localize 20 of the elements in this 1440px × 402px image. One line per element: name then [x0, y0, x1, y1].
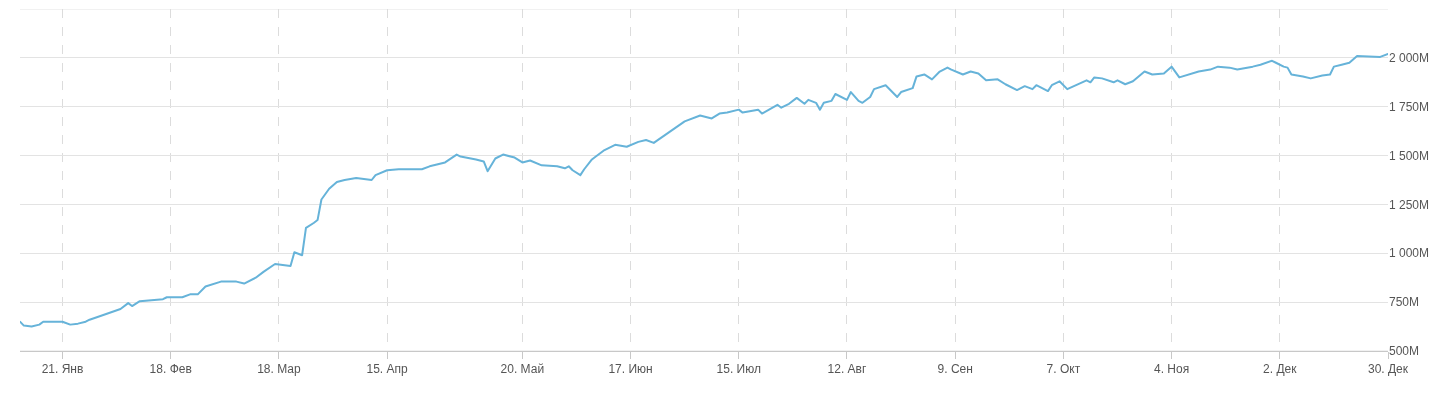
y-tick-label: 1 500M [1389, 148, 1430, 163]
y-tick-label: 750M [1389, 295, 1420, 310]
x-tick-label: 7. Окт [1046, 362, 1081, 377]
x-tick-label: 15. Июл [716, 362, 761, 377]
y-tick-label: 1 750M [1389, 99, 1430, 114]
x-tick-label: 30. Дек [1367, 362, 1409, 377]
x-tick-label: 18. Фев [149, 362, 192, 377]
y-tick-label: 1 000M [1389, 246, 1430, 261]
y-tick-label: 500M [1389, 344, 1420, 359]
x-tick-label: 17. Июн [608, 362, 653, 377]
x-tick-label: 9. Сен [937, 362, 973, 377]
x-tick-label: 2. Дек [1263, 362, 1298, 377]
y-tick-label: 1 250M [1389, 197, 1430, 212]
y-tick-label: 2 000M [1389, 51, 1430, 66]
x-tick-label: 12. Авг [827, 362, 867, 377]
x-tick-label: 15. Апр [366, 362, 409, 377]
x-tick-label: 4. Ноя [1154, 362, 1190, 377]
x-tick-label: 20. Май [500, 362, 545, 377]
x-tick-label: 18. Мар [257, 362, 301, 377]
x-tick-label: 21. Янв [41, 362, 84, 377]
